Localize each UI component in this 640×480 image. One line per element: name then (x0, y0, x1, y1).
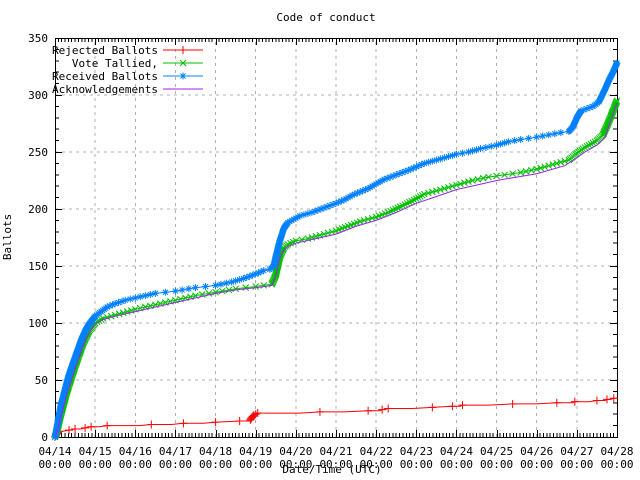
axis-ticks (55, 38, 618, 438)
x-tick-label-time: 00:00 (319, 458, 352, 471)
legend-samples (163, 46, 203, 90)
x-tick-label-date: 04/16 (119, 445, 152, 458)
series-line-acknowledgements (54, 102, 618, 438)
x-tick-label-time: 00:00 (600, 458, 633, 471)
x-tick-label-date: 04/17 (159, 445, 192, 458)
x-tick-label-date: 04/26 (520, 445, 553, 458)
x-tick-label-date: 04/23 (400, 445, 433, 458)
y-tick-label: 150 (28, 260, 48, 273)
legend-sample-marker (179, 72, 187, 80)
x-tick-label-date: 04/19 (239, 445, 272, 458)
x-axis-label: Date/Time (UTC) (282, 463, 381, 476)
x-tick-label-time: 00:00 (400, 458, 433, 471)
x-tick-label-time: 00:00 (480, 458, 513, 471)
x-tick-label-time: 00:00 (239, 458, 272, 471)
x-tick-label-date: 04/27 (560, 445, 593, 458)
x-tick-label-time: 00:00 (520, 458, 553, 471)
y-tick-label: 200 (28, 203, 48, 216)
y-tick-label: 100 (28, 317, 48, 330)
x-tick-label-time: 00:00 (440, 458, 473, 471)
x-tick-label-date: 04/15 (79, 445, 112, 458)
y-tick-label: 350 (28, 32, 48, 45)
y-tick-label: 50 (35, 374, 48, 387)
data-series (51, 59, 621, 441)
x-tick-label-date: 04/28 (600, 445, 633, 458)
legend-label-acknowledgements: Acknowledgements (52, 83, 158, 96)
x-tick-label-date: 04/21 (319, 445, 352, 458)
x-tick-label-date: 04/25 (480, 445, 513, 458)
grid-lines (55, 38, 617, 437)
x-tick-label-date: 04/20 (279, 445, 312, 458)
legend-label-vote-tallied: Vote Tallied, (72, 57, 158, 70)
x-tick-label-time: 00:00 (199, 458, 232, 471)
x-tick-label-time: 00:00 (79, 458, 112, 471)
series-markers-rejected-ballots (51, 394, 618, 441)
y-axis-label: Ballots (1, 214, 14, 260)
y-tick-label: 0 (41, 431, 48, 444)
legend-sample-marker (179, 59, 187, 67)
x-tick-label-time: 00:00 (360, 458, 393, 471)
legend-label-received-ballots: Received Ballots (52, 70, 158, 83)
x-tick-label-time: 00:00 (119, 458, 152, 471)
legend-sample-marker (179, 46, 187, 54)
legend: Rejected Ballots Vote Tallied, Received … (52, 44, 158, 96)
x-tick-label-time: 00:00 (560, 458, 593, 471)
x-tick-label-date: 04/22 (360, 445, 393, 458)
x-tick-label-time: 00:00 (38, 458, 71, 471)
y-tick-label: 250 (28, 146, 48, 159)
axis-tick-labels: 04/1400:0004/1500:0004/1600:0004/1700:00… (28, 32, 633, 471)
x-tick-label-date: 04/18 (199, 445, 232, 458)
series-markers-received-ballots (51, 59, 621, 441)
x-tick-label-date: 04/14 (38, 445, 71, 458)
legend-label-rejected-ballots: Rejected Ballots (52, 44, 158, 57)
x-tick-label-time: 00:00 (159, 458, 192, 471)
x-tick-label-time: 00:00 (279, 458, 312, 471)
chart-title: Code of conduct (276, 11, 375, 24)
x-tick-label-date: 04/24 (440, 445, 473, 458)
y-tick-label: 300 (28, 89, 48, 102)
